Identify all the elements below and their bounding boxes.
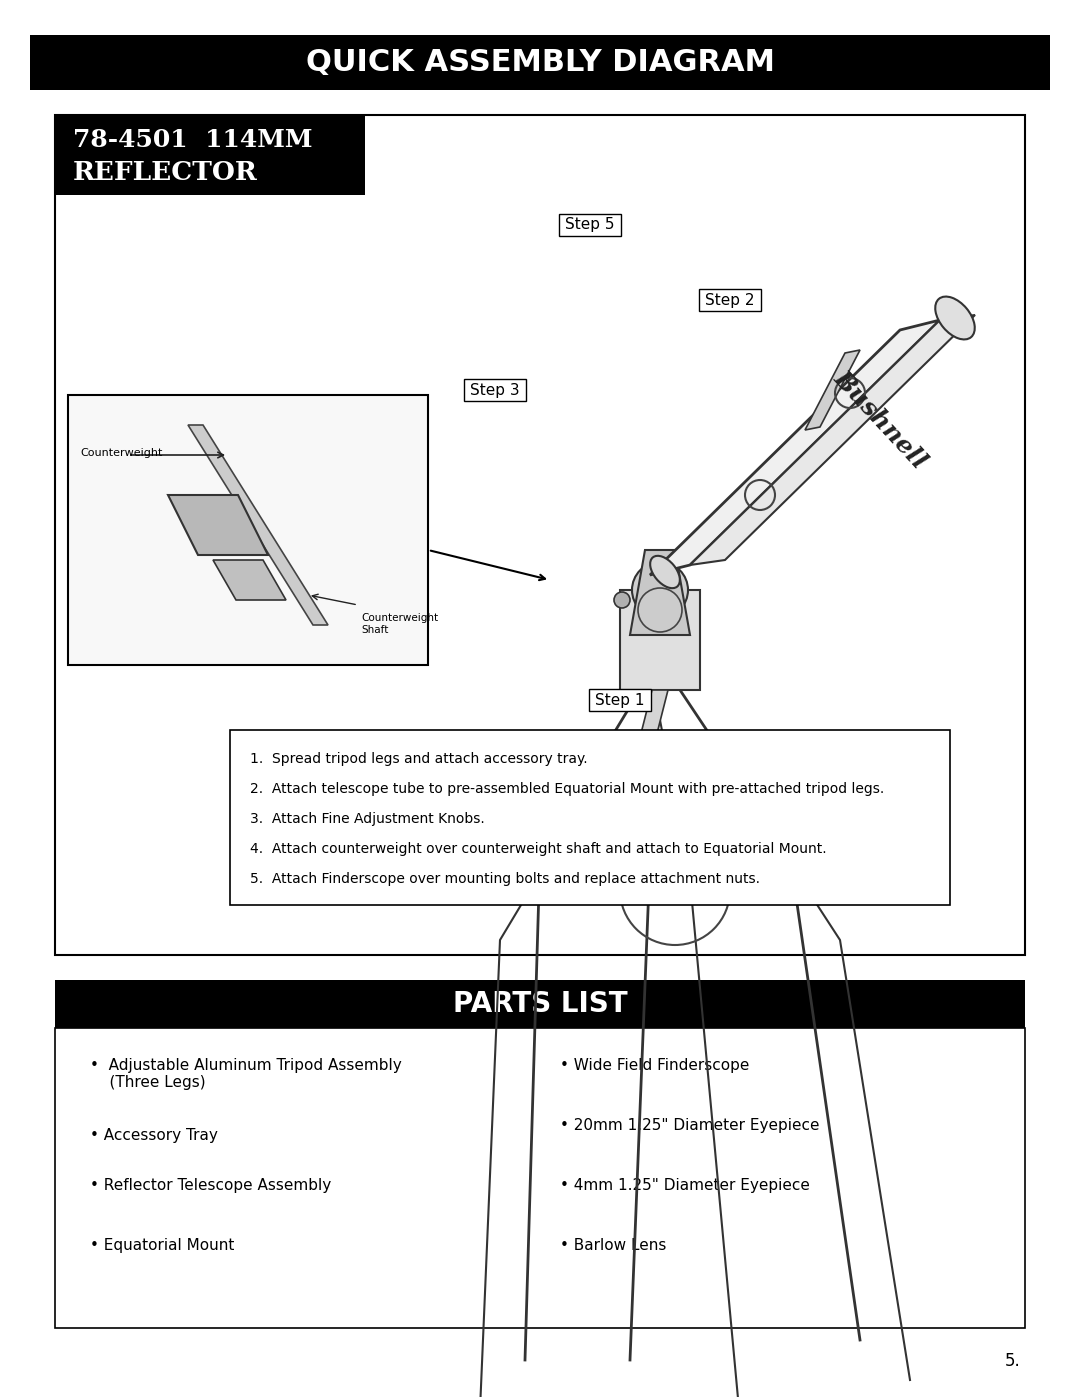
Text: 1.  Spread tripod legs and attach accessory tray.: 1. Spread tripod legs and attach accesso… <box>249 752 588 766</box>
Text: Counterweight: Counterweight <box>80 448 162 458</box>
Text: 3.  Attach Fine Adjustment Knobs.: 3. Attach Fine Adjustment Knobs. <box>249 812 485 826</box>
Text: Bushnell: Bushnell <box>828 366 931 474</box>
Circle shape <box>632 562 688 617</box>
Text: 5.: 5. <box>1004 1352 1020 1370</box>
Bar <box>68 395 428 665</box>
Text: Step 2: Step 2 <box>705 292 755 307</box>
Text: Step 3: Step 3 <box>470 383 519 398</box>
Polygon shape <box>213 560 286 599</box>
Text: QUICK ASSEMBLY DIAGRAM: QUICK ASSEMBLY DIAGRAM <box>306 47 774 77</box>
Text: PARTS LIST: PARTS LIST <box>453 990 627 1018</box>
Polygon shape <box>650 320 940 576</box>
Bar <box>55 1028 1025 1329</box>
Bar <box>620 590 700 690</box>
Text: • Equatorial Mount: • Equatorial Mount <box>90 1238 234 1253</box>
Text: • Barlow Lens: • Barlow Lens <box>561 1238 666 1253</box>
Bar <box>230 731 950 905</box>
Text: •  Adjustable Aluminum Tripod Assembly
    (Three Legs): • Adjustable Aluminum Tripod Assembly (T… <box>90 1058 402 1091</box>
Text: Step 4: Step 4 <box>318 443 367 457</box>
Text: • 4mm 1.25" Diameter Eyepiece: • 4mm 1.25" Diameter Eyepiece <box>561 1178 810 1193</box>
Polygon shape <box>615 690 669 840</box>
Ellipse shape <box>935 296 975 339</box>
Bar <box>55 115 1025 956</box>
Text: • Accessory Tray: • Accessory Tray <box>90 1127 218 1143</box>
Ellipse shape <box>650 556 679 588</box>
Text: 78-4501  114MM: 78-4501 114MM <box>73 129 312 152</box>
Polygon shape <box>805 351 860 430</box>
Bar <box>55 981 1025 1028</box>
Bar <box>699 289 761 312</box>
Text: 4.  Attach counterweight over counterweight shaft and attach to Equatorial Mount: 4. Attach counterweight over counterweig… <box>249 842 826 856</box>
Bar <box>311 439 373 461</box>
Text: Step 5: Step 5 <box>565 218 615 232</box>
Text: REFLECTOR: REFLECTOR <box>73 159 258 184</box>
Text: 5.  Attach Finderscope over mounting bolts and replace attachment nuts.: 5. Attach Finderscope over mounting bolt… <box>249 872 760 886</box>
Bar <box>464 379 526 401</box>
Polygon shape <box>168 495 268 555</box>
Text: 2.  Attach telescope tube to pre-assembled Equatorial Mount with pre-attached tr: 2. Attach telescope tube to pre-assemble… <box>249 782 885 796</box>
Circle shape <box>615 592 630 608</box>
Circle shape <box>638 588 681 631</box>
Polygon shape <box>690 314 975 564</box>
Bar <box>30 35 1050 89</box>
Text: Counterweight
Shaft: Counterweight Shaft <box>361 613 438 634</box>
Text: • Wide Field Finderscope: • Wide Field Finderscope <box>561 1058 750 1073</box>
Bar <box>592 800 630 826</box>
Text: • 20mm 1.25" Diameter Eyepiece: • 20mm 1.25" Diameter Eyepiece <box>561 1118 820 1133</box>
Bar <box>559 214 621 236</box>
Polygon shape <box>630 550 690 636</box>
Bar <box>55 115 365 196</box>
Text: Step 1: Step 1 <box>595 693 645 707</box>
Polygon shape <box>188 425 328 624</box>
Text: • Reflector Telescope Assembly: • Reflector Telescope Assembly <box>90 1178 332 1193</box>
Bar <box>589 689 651 711</box>
